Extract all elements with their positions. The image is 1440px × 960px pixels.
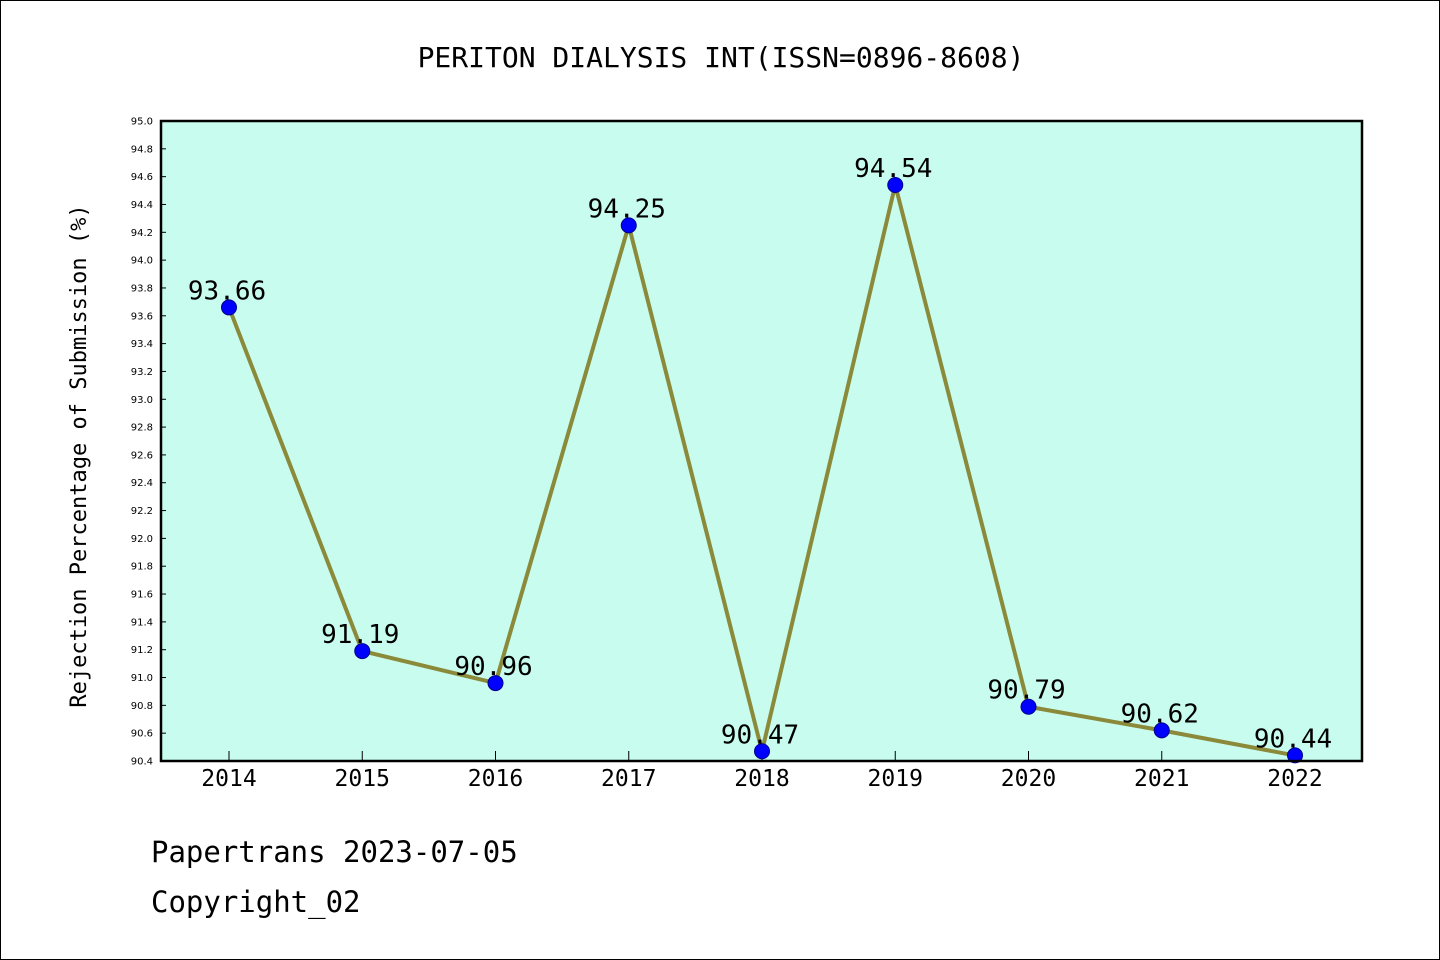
plot-border <box>159 119 1364 763</box>
y-tick-label: 91.2 <box>131 645 153 656</box>
series-layer <box>221 177 1303 764</box>
y-tick-label: 93.2 <box>131 367 153 378</box>
x-tick-label: 2019 <box>868 766 923 792</box>
data-point-marker <box>1287 747 1303 764</box>
x-tick-label: 2015 <box>335 766 390 792</box>
y-axis-label: Rejection Percentage of Submission (%) <box>67 204 92 707</box>
data-label: 90.96 <box>454 652 532 682</box>
data-point-marker <box>887 177 904 193</box>
y-tick-label: 93.4 <box>131 339 153 350</box>
y-tick-label: 92.4 <box>131 478 153 489</box>
footer-copyright-line: Copyright_02 <box>151 885 361 919</box>
data-label: 90.79 <box>987 676 1065 706</box>
data-label: 94.54 <box>854 154 932 184</box>
x-tick-label: 2021 <box>1134 766 1189 792</box>
data-label: 93.66 <box>188 276 266 306</box>
data-point-marker <box>620 217 637 234</box>
y-tick-label: 94.2 <box>131 228 153 239</box>
data-label: 90.44 <box>1254 724 1332 754</box>
x-tick-label: 2022 <box>1267 766 1322 792</box>
y-tick-label: 94.4 <box>131 200 153 211</box>
x-tick-label: 2017 <box>601 766 656 792</box>
y-tick-label: 90.6 <box>131 729 153 740</box>
data-labels: 93.66 91.19 90.96 94.25 90.47 94.54 90.79 90.62… <box>188 154 1332 754</box>
x-tick-label: 2018 <box>734 766 789 792</box>
y-tick-label: 91.4 <box>131 617 153 628</box>
data-point-marker <box>1020 698 1037 715</box>
y-tick-label: 92.6 <box>131 450 153 461</box>
y-tick-label: 93.6 <box>131 311 153 322</box>
y-tick-label: 91.6 <box>131 590 153 601</box>
data-label: 94.25 <box>588 194 666 224</box>
data-label: 91.19 <box>321 620 399 650</box>
y-tick-label: 91.0 <box>131 673 153 684</box>
data-label: 90.47 <box>721 720 799 750</box>
footer-date-line: Papertrans 2023-07-05 <box>151 835 518 869</box>
data-point-marker <box>487 675 504 692</box>
y-tick-label: 92.8 <box>131 423 153 434</box>
data-point-marker <box>354 643 371 660</box>
y-tick-label: 93.8 <box>131 283 153 294</box>
y-tick-label: 90.4 <box>131 757 153 768</box>
y-tick-label: 94.0 <box>131 256 153 267</box>
data-point-marker <box>221 299 237 316</box>
data-point-marker <box>754 743 770 760</box>
x-axis: 2014 2015 2016 2017 2018 2019 2020 2021 2022 <box>201 751 1323 792</box>
y-tick-label: 94.6 <box>131 172 153 183</box>
y-tick-label: 93.0 <box>131 395 153 406</box>
y-tick-label: 94.8 <box>131 144 153 155</box>
y-tick-label: 92.0 <box>131 534 153 545</box>
chart-title: PERITON DIALYSIS INT(ISSN=0896-8608) <box>418 41 1025 74</box>
y-tick-label: 92.2 <box>131 506 153 517</box>
x-tick-label: 2016 <box>468 766 523 792</box>
data-point-marker <box>1153 722 1170 739</box>
y-tick-label: 90.8 <box>131 701 153 712</box>
y-tick-label: 91.8 <box>131 562 153 573</box>
plot-area <box>161 121 1362 761</box>
data-label: 90.62 <box>1121 699 1199 729</box>
x-tick-label: 2020 <box>1001 766 1056 792</box>
y-tick-label: 95.0 <box>131 117 153 128</box>
x-tick-label: 2014 <box>201 766 256 792</box>
